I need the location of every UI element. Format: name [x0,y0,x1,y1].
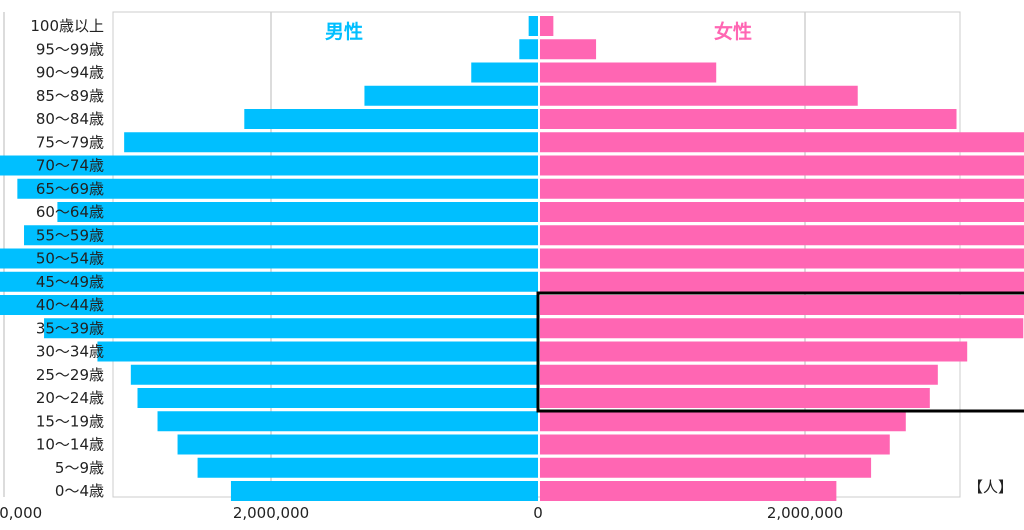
male-bar [57,202,539,222]
female-bar [540,295,1024,315]
female-bar [540,225,1024,246]
unit-label: 【人】 [968,478,1013,496]
female-series-label: 女性 [714,20,752,43]
female-bar [540,457,872,478]
female-bar [540,364,938,385]
bars [0,16,1024,501]
x-tick-labels: 6,000,0004,000,0002,000,00002,000,0004,0… [0,504,843,522]
male-bar [97,341,538,362]
category-label: 100歳以上 [30,17,104,35]
female-bar [540,481,837,501]
male-bar [528,16,538,36]
male-bar [230,481,538,501]
male-bar [364,85,538,106]
female-bar [540,39,597,60]
male-bar [137,388,538,408]
category-labels: 100歳以上 95〜99歳 90〜94歳 85〜89歳 80〜84歳 75〜79歳 70〜7… [30,17,104,500]
female-bar [540,388,930,408]
category-label: 70〜74歳 [36,157,104,175]
category-label: 90〜94歳 [36,64,104,82]
female-bar [540,434,890,455]
male-bar [130,364,538,385]
female-bar [540,155,1024,176]
category-label: 50〜54歳 [36,250,104,268]
category-label: 20〜24歳 [36,389,104,407]
female-bar [540,85,858,106]
male-bar [471,62,538,83]
male-series-label: 男性 [325,20,363,43]
x-tick-label: 0 [533,504,543,522]
female-bar [540,178,1024,199]
category-label: 65〜69歳 [36,180,104,198]
male-bar [17,178,539,199]
male-bar [244,109,539,129]
female-bar [540,132,1024,153]
male-bar [124,132,539,153]
female-bar [540,62,717,83]
category-label: 85〜89歳 [36,87,104,105]
male-bar [44,318,539,339]
x-tick-label: 2,000,000 [767,504,843,522]
category-label: 25〜29歳 [36,366,104,384]
female-bar [540,341,968,362]
male-bar [0,295,539,315]
x-tick-label: 2,000,000 [233,504,309,522]
category-label: 55〜59歳 [36,226,104,244]
male-bar [519,39,538,60]
category-label: 40〜44歳 [36,296,104,314]
male-bar [0,155,538,176]
male-bar [0,248,538,269]
male-bar [24,225,538,246]
category-label: 75〜79歳 [36,133,104,151]
highlight-box [536,291,1024,413]
female-bar [540,271,1024,292]
category-label: 15〜19歳 [36,412,104,430]
category-label: 95〜99歳 [36,40,104,58]
male-bar [177,434,539,455]
female-bar [540,248,1024,269]
category-label: 80〜84歳 [36,110,104,128]
male-bar [197,457,538,478]
category-label: 60〜64歳 [36,203,104,221]
category-label: 0〜4歳 [55,482,104,500]
female-bar [540,109,957,129]
category-label: 10〜14歳 [36,436,104,454]
female-bar [540,411,906,432]
female-bar [540,202,1024,222]
category-label: 45〜49歳 [36,273,104,291]
female-bar [540,318,1024,339]
category-label: 30〜34歳 [36,343,104,361]
male-bar [157,411,538,432]
category-label: 5〜9歳 [55,459,104,477]
x-tick-label: 4,000,000 [0,504,42,522]
male-bar [0,271,539,292]
category-label: 35〜39歳 [36,319,104,337]
female-bar [540,16,554,36]
